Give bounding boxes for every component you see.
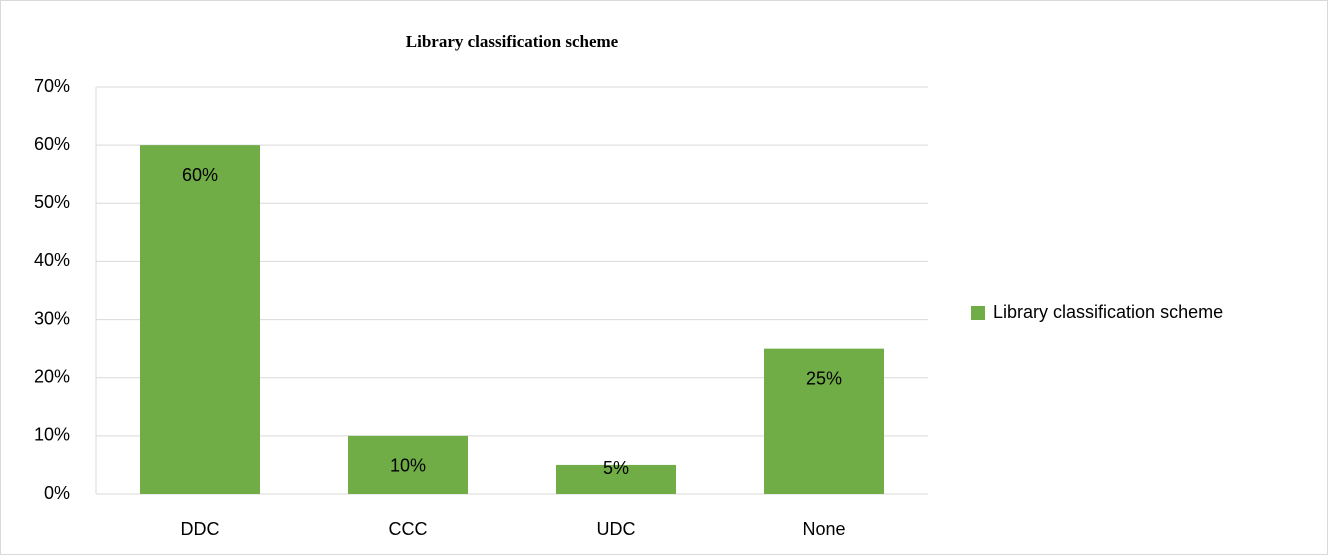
y-tick-label: 0%: [44, 483, 70, 503]
data-label: 5%: [603, 458, 629, 478]
y-tick-label: 20%: [34, 366, 70, 386]
y-tick-label: 50%: [34, 192, 70, 212]
data-label: 25%: [806, 368, 842, 388]
bar: [348, 435, 468, 494]
x-tick-label: UDC: [597, 519, 636, 539]
x-tick-label: CCC: [389, 519, 428, 539]
legend-label: Library classification scheme: [993, 302, 1223, 322]
y-tick-label: 10%: [34, 425, 70, 445]
y-tick-label: 40%: [34, 250, 70, 270]
chart-title: Library classification scheme: [406, 32, 619, 51]
x-tick-label: DDC: [181, 519, 220, 539]
data-label: 10%: [390, 456, 426, 476]
y-tick-label: 70%: [34, 76, 70, 96]
legend-swatch: [971, 306, 985, 320]
bar: [764, 348, 884, 494]
bar: [556, 464, 676, 494]
bar: [140, 145, 260, 494]
data-label: 60%: [182, 165, 218, 185]
y-tick-label: 30%: [34, 308, 70, 328]
y-tick-label: 60%: [34, 134, 70, 154]
x-tick-label: None: [802, 519, 845, 539]
